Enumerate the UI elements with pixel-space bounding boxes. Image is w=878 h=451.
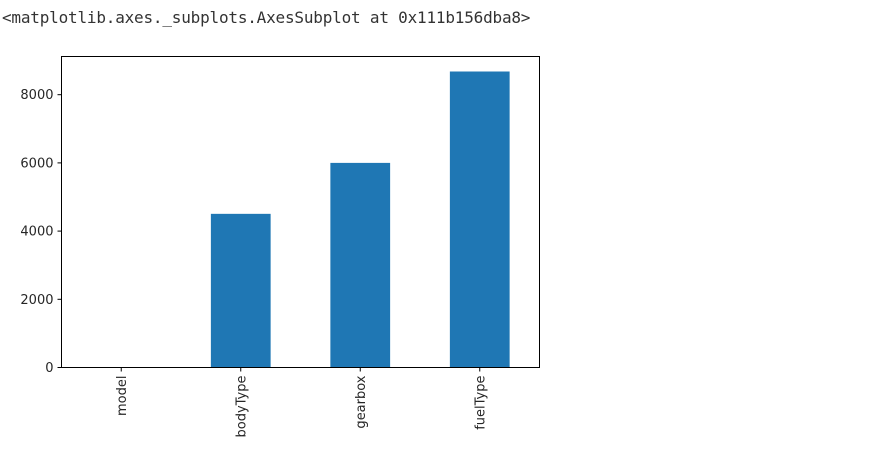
y-tick-label: 8000 (20, 88, 53, 103)
x-axis: model bodyType gearbox fuelType (115, 367, 488, 438)
x-tick-label-fuelType: fuelType (473, 376, 488, 430)
y-tick-label: 4000 (20, 225, 53, 240)
axes-frame (61, 56, 540, 368)
bar-bodyType (210, 213, 271, 368)
bar-gearbox (330, 162, 391, 368)
bars-layer (91, 71, 510, 368)
y-tick-label: 2000 (20, 293, 53, 308)
y-tick-label: 6000 (20, 156, 53, 171)
bar-fuelType (449, 71, 510, 368)
x-tick-label-bodyType: bodyType (234, 376, 249, 438)
y-axis: 0 2000 4000 6000 8000 (20, 88, 62, 376)
axes-repr-text: <matplotlib.axes._subplots.AxesSubplot a… (2, 8, 531, 27)
x-tick-label-model: model (115, 376, 130, 416)
y-tick-label: 0 (45, 361, 53, 376)
x-tick-label-gearbox: gearbox (354, 375, 369, 428)
